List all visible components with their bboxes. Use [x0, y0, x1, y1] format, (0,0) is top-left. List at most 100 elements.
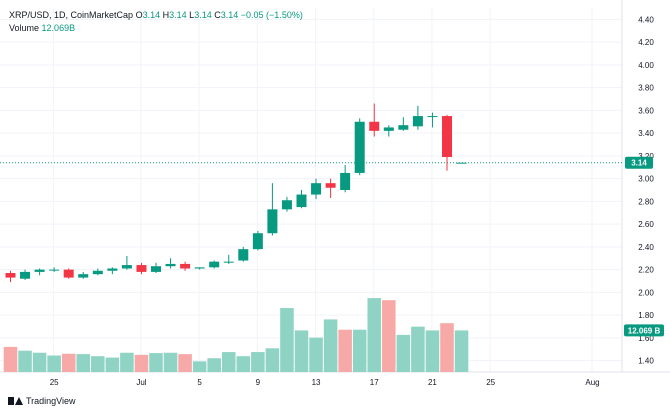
volume-bar: [178, 354, 192, 372]
volume-bar: [32, 352, 47, 372]
open-value: 3.14: [142, 10, 161, 20]
volume-bar: [221, 352, 236, 372]
volume-bar: [105, 357, 120, 372]
candle-body: [92, 270, 103, 275]
volume-bar: [134, 354, 149, 372]
price-tick-label: 1.40: [638, 357, 654, 366]
time-tick-label: 25: [486, 378, 495, 387]
candle: [223, 254, 234, 264]
price-tick-label: 2.00: [638, 288, 654, 297]
volume-bar: [47, 355, 61, 372]
candle-body: [369, 121, 380, 131]
last-price-badge: 3.14: [625, 156, 653, 169]
time-tick-label: 17: [370, 378, 379, 387]
volume-bar: [192, 361, 207, 372]
close-value: 3.14: [220, 10, 239, 20]
candle-body: [325, 183, 336, 188]
time-axis: 25 Jul 5 9 13 17 21 25 Aug: [50, 378, 600, 387]
candle: [49, 267, 60, 272]
candle: [165, 258, 176, 269]
symbol-label: XRP/USD, 1D, CoinMarketCap: [9, 10, 134, 20]
volume-bar: [76, 354, 91, 372]
price-tick-label: 3.40: [638, 129, 654, 138]
volume-bar: [411, 326, 425, 372]
volume-bar: [280, 308, 294, 372]
candle: [194, 267, 205, 270]
time-tick-label: 13: [312, 378, 321, 387]
volume-bar: [396, 334, 411, 372]
candle: [398, 117, 409, 131]
candle: [238, 246, 249, 262]
volume-bar: [163, 352, 178, 372]
brand-name: TradingView: [26, 396, 76, 406]
volume-bar: [454, 330, 469, 372]
volume-series: [3, 298, 469, 372]
candle: [252, 230, 263, 251]
volume-bar: [3, 346, 18, 372]
candle-body: [267, 209, 278, 234]
candle-body: [456, 162, 467, 164]
time-tick-label: 25: [50, 378, 59, 387]
volume-bar: [91, 356, 105, 372]
high-value: 3.14: [169, 10, 187, 20]
tradingview-brand[interactable]: TradingView: [8, 396, 76, 406]
tradingview-logo-icon: [8, 397, 23, 405]
candle-body: [427, 116, 438, 118]
volume-bar: [18, 350, 32, 372]
price-tick-label: 4.20: [638, 38, 654, 47]
price-tick-label: 2.20: [638, 266, 654, 275]
price-tick-label: 2.60: [638, 220, 654, 229]
candle: [456, 162, 467, 164]
candle: [267, 183, 278, 236]
volume-bar: [251, 352, 265, 372]
candle: [340, 164, 351, 193]
candle: [354, 118, 365, 176]
candle-body: [311, 183, 322, 195]
open-label: O: [135, 10, 143, 20]
candle-body: [165, 263, 176, 267]
candle-body: [136, 265, 147, 272]
volume-bar: [352, 329, 367, 372]
price-tick-label: 1.60: [638, 334, 654, 343]
candle: [63, 268, 74, 279]
price-tick-label: 4.40: [638, 15, 654, 24]
candle-body: [49, 269, 60, 271]
candle: [121, 255, 132, 270]
candle-body: [5, 273, 16, 278]
volume-bar: [294, 330, 309, 372]
candle-body: [151, 266, 161, 272]
candle: [311, 178, 322, 200]
candle: [92, 268, 103, 276]
volume-row: Volume 12.069B: [9, 22, 303, 35]
candle: [107, 267, 118, 275]
time-tick-label: Aug: [585, 378, 599, 387]
candle: [20, 269, 31, 280]
candle: [412, 105, 423, 130]
high-label: H: [162, 10, 170, 20]
candle: [34, 268, 45, 276]
candle-body: [209, 261, 220, 268]
time-tick-label: 5: [197, 378, 202, 387]
volume-bar: [236, 356, 251, 372]
candle-body: [20, 271, 31, 279]
candle: [151, 262, 161, 274]
candle-body: [78, 274, 89, 278]
candle-body: [238, 249, 249, 261]
candle: [442, 114, 452, 171]
candle-body: [194, 267, 205, 269]
volume-bar: [265, 348, 280, 372]
candle-body: [34, 269, 45, 272]
chart-legend: XRP/USD, 1D, CoinMarketCap O3.14 H3.14 L…: [9, 9, 303, 35]
price-tick-label: 3.60: [638, 106, 654, 115]
price-tick-label: 3.80: [638, 84, 654, 93]
price-tick-label: 3.20: [638, 152, 654, 161]
candle-body: [412, 116, 423, 127]
price-tick-label: 2.40: [638, 243, 654, 252]
candle-body: [354, 121, 365, 173]
axis-badges: 3.14 12.069 B: [624, 156, 664, 337]
candle-body: [121, 265, 132, 269]
candle-body: [398, 125, 409, 130]
volume-bar: [425, 330, 440, 372]
volume-bar: [440, 323, 454, 372]
